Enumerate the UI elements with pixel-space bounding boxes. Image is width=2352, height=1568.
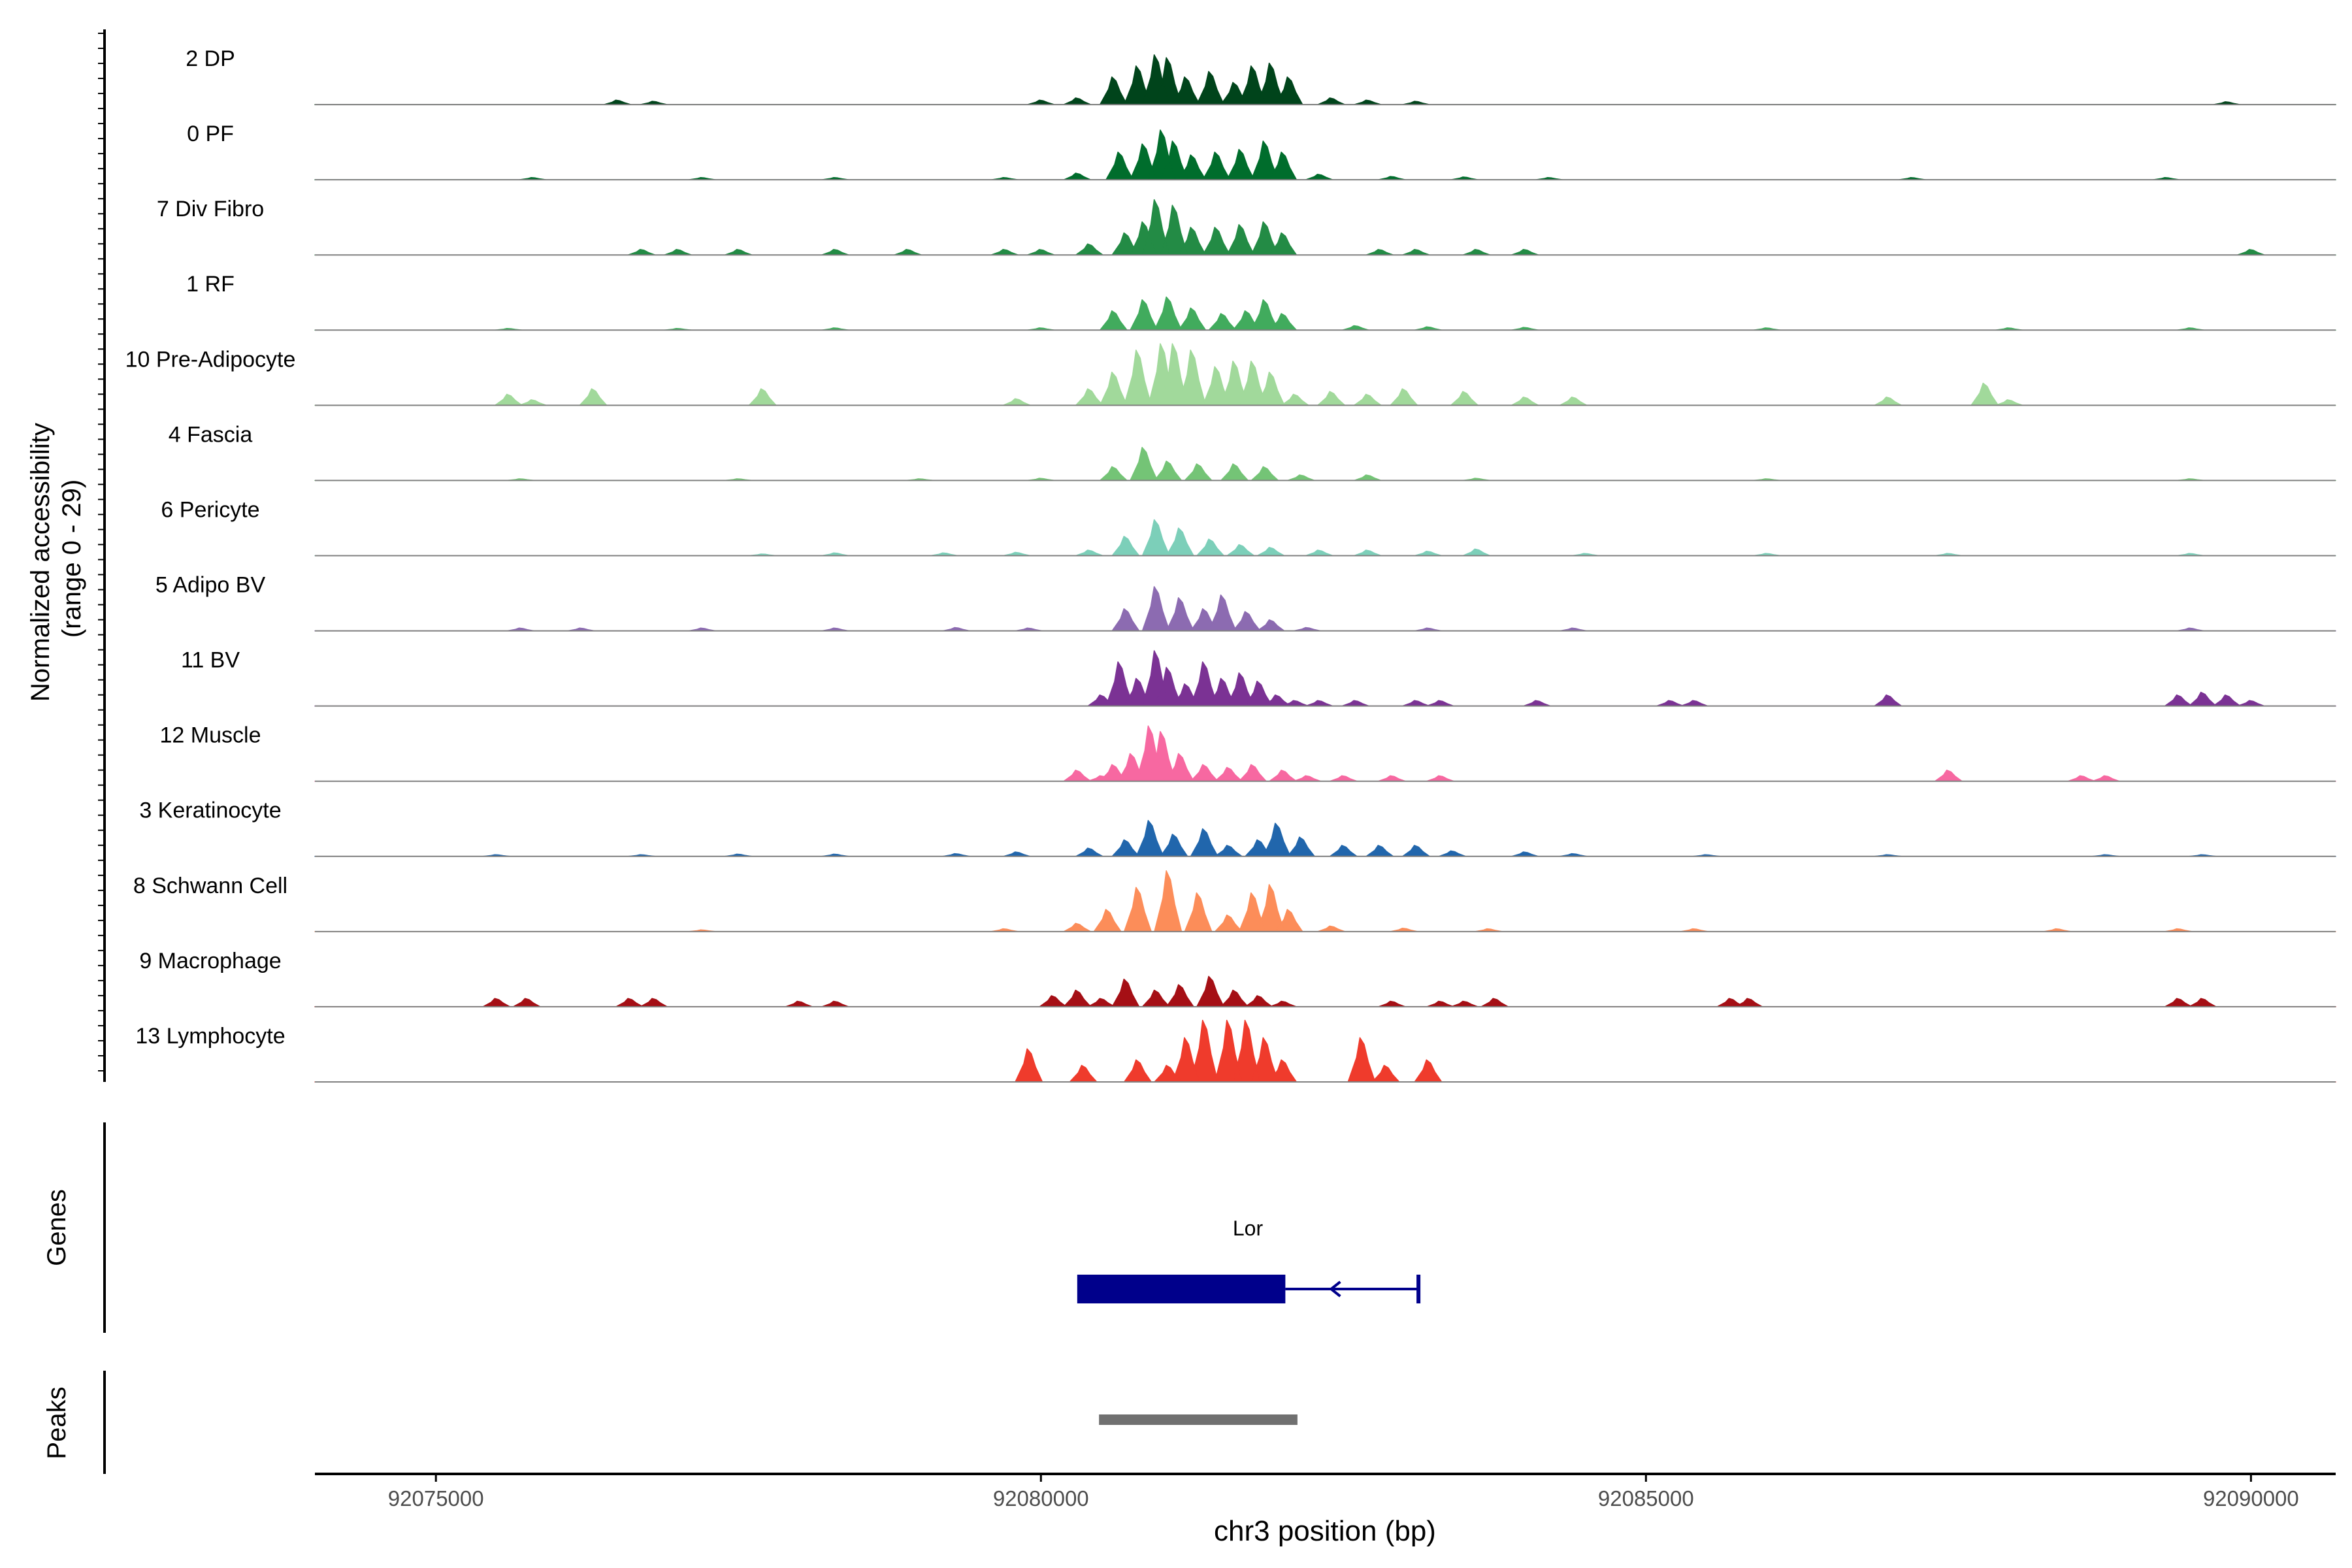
track-12-muscle: 12 Muscle	[160, 723, 2336, 782]
peaks-axis-label: Peaks	[42, 1386, 71, 1459]
x-axis-ticks: 92075000 92080000 92085000 92090000	[388, 1474, 2299, 1511]
gene-model	[1077, 1275, 1421, 1303]
track-5-adipo-bv: 5 Adipo BV	[155, 573, 2336, 632]
coverage-area-13-lymphocyte	[314, 1019, 2336, 1083]
coverage-area-2-dp	[314, 54, 2336, 105]
track-8-schwann-cell: 8 Schwann Cell	[133, 870, 2336, 932]
track-label: 6 Pericyte	[161, 497, 259, 522]
coverage-area-10-pre-adipocyte	[314, 343, 2336, 406]
coverage-area-7-div-fibro	[314, 199, 2336, 255]
track-13-lymphocyte: 13 Lymphocyte	[135, 1019, 2336, 1083]
coverage-area-9-macrophage	[314, 975, 2336, 1007]
peak-region-bar	[1099, 1414, 1298, 1425]
track-label: 9 Macrophage	[139, 949, 281, 973]
strand-arrow-icon	[1329, 1281, 1341, 1298]
x-tick-label: 92080000	[993, 1486, 1089, 1511]
track-3-keratinocyte: 3 Keratinocyte	[139, 798, 2336, 857]
gene-name-label: Lor	[1233, 1217, 1264, 1240]
track-label: 11 BV	[181, 648, 240, 673]
coverage-area-11-bv	[314, 650, 2336, 707]
coverage-area-5-adipo-bv	[314, 586, 2336, 632]
track-label: 12 Muscle	[160, 723, 261, 748]
track-7-div-fibro: 7 Div Fibro	[157, 197, 2336, 256]
coverage-panel: 2 DP 0 PF 7 Div Fibro 1 RF 10 Pre-Adipocyte 4…	[125, 46, 2336, 1083]
coverage-area-0-pf	[314, 129, 2336, 180]
track-2-dp: 2 DP	[186, 46, 2336, 106]
track-label: 8 Schwann Cell	[133, 874, 287, 898]
x-tick-label: 92085000	[1598, 1486, 1694, 1511]
track-10-pre-adipocyte: 10 Pre-Adipocyte	[125, 343, 2336, 406]
track-0-pf: 0 PF	[187, 122, 2336, 181]
track-label: 2 DP	[186, 46, 235, 71]
x-tick-label: 92075000	[388, 1486, 484, 1511]
track-label: 7 Div Fibro	[157, 197, 264, 221]
track-1-rf: 1 RF	[186, 272, 2336, 331]
coverage-area-3-keratinocyte	[314, 820, 2336, 857]
track-4-fascia: 4 Fascia	[169, 422, 2336, 482]
track-9-macrophage: 9 Macrophage	[139, 949, 2336, 1007]
y-axis-label: Normalized accessibility (range 0 - 29)	[26, 416, 86, 702]
y-axis-label-line2: (range 0 - 29)	[57, 480, 86, 638]
track-label: 10 Pre-Adipocyte	[125, 347, 296, 372]
gene-exon-block	[1077, 1275, 1286, 1303]
track-label: 13 Lymphocyte	[135, 1024, 285, 1049]
track-6-pericyte: 6 Pericyte	[161, 497, 2336, 557]
coverage-area-8-schwann-cell	[314, 870, 2336, 932]
track-11-bv: 11 BV	[181, 648, 2336, 707]
track-label: 5 Adipo BV	[155, 573, 266, 598]
y-axis-label-line1: Normalized accessibility	[26, 423, 55, 702]
x-axis-label: chr3 position (bp)	[1214, 1515, 1436, 1547]
track-label: 3 Keratinocyte	[139, 798, 281, 823]
genes-axis-label: Genes	[42, 1189, 71, 1266]
coverage-y-ticks	[98, 33, 105, 1071]
coverage-area-4-fascia	[314, 446, 2336, 482]
coverage-area-12-muscle	[314, 725, 2336, 782]
x-tick-label: 92090000	[2203, 1486, 2299, 1511]
track-label: 1 RF	[186, 272, 235, 297]
coverage-area-6-pericyte	[314, 519, 2336, 557]
coverage-area-1-rf	[314, 296, 2336, 331]
track-label: 0 PF	[187, 122, 234, 146]
track-label: 4 Fascia	[169, 422, 253, 447]
